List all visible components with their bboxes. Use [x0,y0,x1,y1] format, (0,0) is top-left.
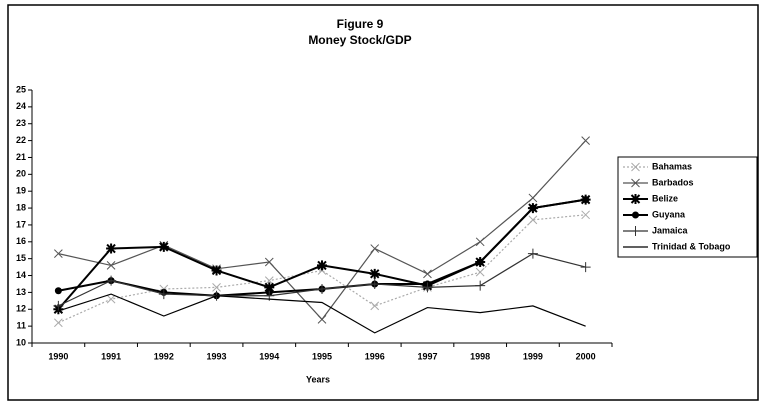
legend-label: Barbados [652,177,694,187]
x-tick-label: 1990 [48,351,68,361]
x-axis-label: Years [306,374,330,384]
marker [423,269,432,279]
marker [317,284,327,295]
marker [630,226,641,236]
y-tick-label: 15 [16,253,26,263]
y-tick-label: 18 [16,202,26,212]
marker [54,249,63,258]
y-tick-label: 16 [16,236,26,246]
x-tick-label: 1997 [417,351,437,361]
x-tick-label: 1993 [207,351,227,361]
marker [632,211,639,219]
y-tick-label: 17 [16,219,26,229]
marker [475,267,485,277]
series-line [58,214,586,324]
marker [528,193,538,203]
marker [317,260,327,271]
marker [158,241,169,252]
marker [369,278,380,289]
y-tick-label: 23 [16,118,26,128]
marker [581,136,590,145]
marker [106,243,117,254]
chart-subtitle: Money Stock/GDP [308,33,411,47]
y-tick-label: 25 [16,84,26,94]
marker [158,289,169,300]
chart-title: Figure 9 [337,17,384,31]
x-tick-label: 1991 [101,351,121,361]
marker [53,300,64,311]
x-tick-label: 1999 [523,351,543,361]
marker [106,261,116,270]
legend-label: Trinidad & Tobago [652,241,731,251]
series-line [58,293,586,334]
marker [631,162,640,172]
marker [422,282,433,293]
marker [54,287,62,295]
y-tick-label: 22 [16,135,26,145]
x-tick-label: 1995 [312,351,332,361]
marker [581,210,590,220]
marker [264,257,274,267]
marker [527,248,538,259]
marker [54,318,63,328]
marker [475,237,485,247]
legend-label: Bahamas [652,161,692,171]
marker [476,258,484,266]
x-tick-label: 1992 [154,351,174,361]
y-tick-label: 14 [16,270,26,280]
y-tick-label: 11 [16,321,26,331]
marker [211,265,222,276]
y-tick-label: 20 [16,169,26,179]
marker [631,178,640,188]
x-tick-label: 1994 [259,351,279,361]
x-tick-label: 2000 [576,351,596,361]
marker [106,275,117,286]
marker [212,282,221,292]
marker [370,244,380,253]
marker [630,194,641,204]
y-tick-label: 19 [16,186,26,196]
y-tick-label: 24 [16,101,26,111]
marker [369,268,380,279]
x-tick-label: 1998 [470,351,490,361]
marker [528,215,538,225]
marker [106,294,116,304]
legend-label: Guyana [652,209,686,219]
y-tick-label: 21 [16,152,26,162]
marker [580,262,591,273]
marker [582,196,590,204]
legend-label: Belize [652,193,678,203]
marker [529,204,537,212]
y-tick-label: 13 [16,287,26,297]
marker [317,315,327,324]
legend-box [617,156,758,258]
marker [475,280,486,291]
y-tick-label: 12 [16,304,26,314]
y-tick-label: 10 [16,337,26,347]
marker [264,282,275,293]
x-tick-label: 1996 [365,351,385,361]
marker [370,301,380,311]
legend-label: Jamaica [652,225,689,235]
